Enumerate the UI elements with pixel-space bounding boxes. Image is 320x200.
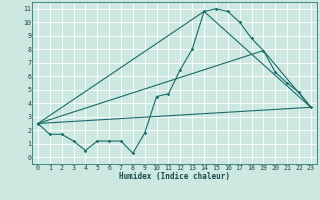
X-axis label: Humidex (Indice chaleur): Humidex (Indice chaleur) — [119, 172, 230, 181]
